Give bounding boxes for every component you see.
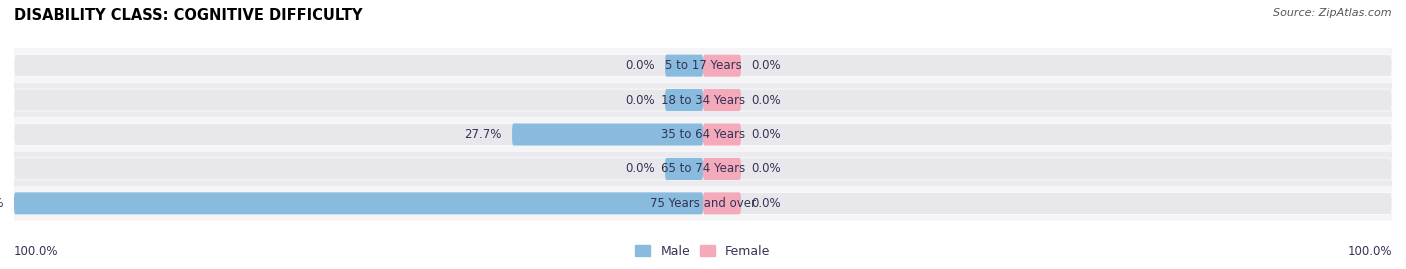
FancyBboxPatch shape: [14, 192, 703, 214]
FancyBboxPatch shape: [14, 123, 703, 146]
Text: 0.0%: 0.0%: [626, 162, 655, 175]
FancyBboxPatch shape: [703, 123, 1392, 146]
Text: 0.0%: 0.0%: [751, 94, 780, 107]
Bar: [14, 83, 1392, 117]
Text: 100.0%: 100.0%: [0, 197, 4, 210]
Text: 35 to 64 Years: 35 to 64 Years: [661, 128, 745, 141]
Text: 5 to 17 Years: 5 to 17 Years: [665, 59, 741, 72]
Text: 100.0%: 100.0%: [1347, 245, 1392, 258]
FancyBboxPatch shape: [665, 158, 703, 180]
Bar: [14, 152, 1392, 186]
FancyBboxPatch shape: [703, 123, 741, 146]
FancyBboxPatch shape: [14, 55, 703, 77]
FancyBboxPatch shape: [703, 192, 1392, 214]
FancyBboxPatch shape: [703, 192, 741, 214]
FancyBboxPatch shape: [703, 89, 1392, 111]
Text: 0.0%: 0.0%: [751, 197, 780, 210]
Text: 18 to 34 Years: 18 to 34 Years: [661, 94, 745, 107]
FancyBboxPatch shape: [14, 158, 703, 180]
Text: Source: ZipAtlas.com: Source: ZipAtlas.com: [1274, 8, 1392, 18]
FancyBboxPatch shape: [703, 158, 741, 180]
FancyBboxPatch shape: [512, 123, 703, 146]
Text: 100.0%: 100.0%: [14, 245, 59, 258]
Bar: [14, 186, 1392, 221]
FancyBboxPatch shape: [703, 55, 1392, 77]
FancyBboxPatch shape: [665, 55, 703, 77]
Text: 0.0%: 0.0%: [751, 128, 780, 141]
Bar: [14, 117, 1392, 152]
FancyBboxPatch shape: [14, 192, 703, 214]
FancyBboxPatch shape: [14, 89, 703, 111]
Text: 0.0%: 0.0%: [626, 59, 655, 72]
Bar: [14, 48, 1392, 83]
Text: 0.0%: 0.0%: [626, 94, 655, 107]
Text: 0.0%: 0.0%: [751, 162, 780, 175]
FancyBboxPatch shape: [703, 55, 741, 77]
Text: 0.0%: 0.0%: [751, 59, 780, 72]
FancyBboxPatch shape: [703, 158, 1392, 180]
Text: 27.7%: 27.7%: [464, 128, 502, 141]
Text: 65 to 74 Years: 65 to 74 Years: [661, 162, 745, 175]
Text: DISABILITY CLASS: COGNITIVE DIFFICULTY: DISABILITY CLASS: COGNITIVE DIFFICULTY: [14, 8, 363, 23]
FancyBboxPatch shape: [665, 89, 703, 111]
Legend: Male, Female: Male, Female: [630, 239, 776, 263]
Text: 75 Years and over: 75 Years and over: [650, 197, 756, 210]
FancyBboxPatch shape: [703, 89, 741, 111]
